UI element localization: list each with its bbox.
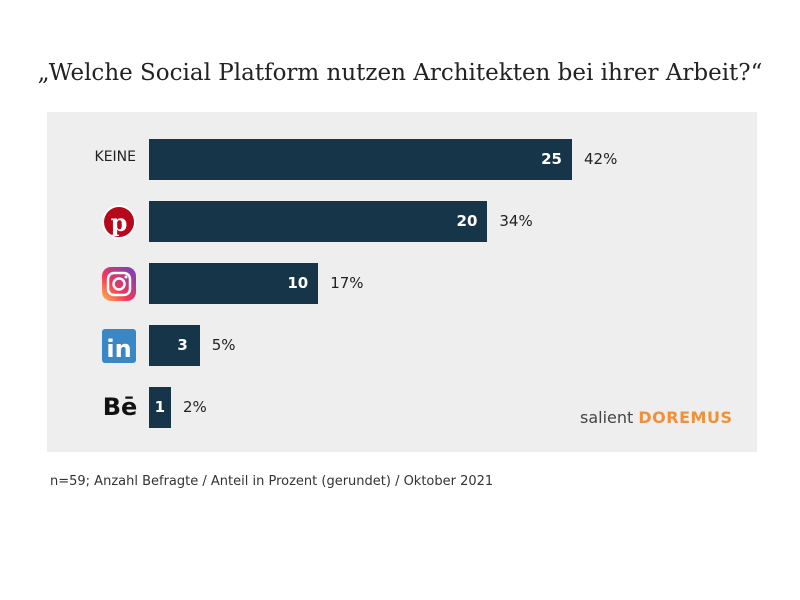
bar-behance: [149, 387, 171, 428]
svg-text:in: in: [106, 335, 131, 363]
percent-label: 5%: [211, 336, 236, 354]
instagram-icon: [101, 266, 137, 306]
linkedin-icon: in: [101, 328, 137, 368]
bar-pinterest: [149, 201, 488, 242]
percent-label: 34%: [499, 212, 533, 230]
bar-instagram: [149, 263, 319, 304]
behance-icon: Bē: [101, 390, 139, 424]
footnote: n=59; Anzahl Befragte / Anteil in Prozen…: [50, 474, 494, 489]
bar-value-label: 20: [456, 212, 478, 230]
category-label: KEINE: [94, 149, 136, 165]
percent-label: 42%: [584, 150, 618, 168]
logo-part1: salient: [580, 408, 634, 427]
logo: salient DOREMUS: [580, 408, 732, 427]
logo-part2: DOREMUS: [638, 408, 733, 427]
percent-label: 17%: [330, 274, 364, 292]
percent-label: 2%: [183, 398, 207, 416]
svg-text:p: p: [111, 208, 128, 237]
pinterest-icon: p: [101, 204, 137, 244]
bar-value-label: 1: [154, 398, 165, 416]
bar-value-label: 3: [177, 336, 188, 354]
chart-title: „Welche Social Platform nutzen Architekt…: [37, 60, 763, 86]
bar-value-label: 25: [541, 150, 562, 168]
bar-keine: [149, 139, 572, 180]
bar-value-label: 10: [287, 274, 309, 292]
svg-text:Bē: Bē: [103, 393, 138, 420]
bar-linkedin: [149, 325, 200, 366]
